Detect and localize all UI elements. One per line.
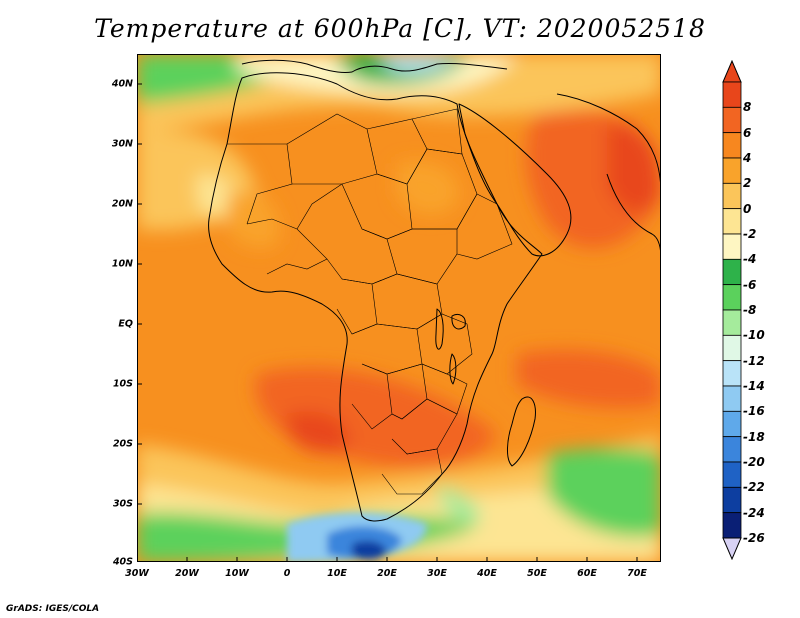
map-plot bbox=[137, 54, 661, 562]
field-indian-ocean-hot bbox=[517, 350, 661, 408]
lat-label-40s: 40S bbox=[112, 556, 133, 568]
colorbar-label: -8 bbox=[743, 303, 757, 317]
lon-label-30w: 30W bbox=[125, 568, 149, 579]
colorbar-label: -16 bbox=[743, 404, 765, 419]
colorbar-label: 8 bbox=[743, 100, 752, 115]
colorbar-bottom-arrow bbox=[722, 537, 742, 560]
colorbar-segments bbox=[722, 60, 742, 560]
lat-label-30n: 30N bbox=[111, 138, 133, 150]
lat-label-10s: 10S bbox=[112, 378, 133, 390]
colorbar-segment bbox=[722, 385, 742, 412]
field-india-hot bbox=[607, 124, 661, 213]
colorbar-segment bbox=[722, 360, 742, 387]
lake-victoria bbox=[451, 313, 466, 330]
colorbar bbox=[722, 60, 742, 560]
colorbar-segment bbox=[722, 81, 742, 108]
colorbar-label: -10 bbox=[743, 328, 765, 343]
africa-coast bbox=[208, 72, 543, 522]
colorbar-segment bbox=[722, 284, 742, 311]
map-frame bbox=[137, 54, 661, 562]
temperature-map bbox=[137, 54, 661, 562]
colorbar-label: -6 bbox=[743, 277, 757, 292]
colorbar-segment bbox=[722, 233, 742, 260]
madagascar-coast bbox=[507, 396, 536, 467]
colorbar-segment bbox=[722, 132, 742, 159]
lat-label-40n: 40N bbox=[111, 78, 133, 90]
coastlines bbox=[208, 59, 661, 522]
colorbar-label: -24 bbox=[743, 505, 765, 520]
colorbar-label: -18 bbox=[743, 429, 765, 444]
colorbar-segment bbox=[722, 486, 742, 514]
field-angola-hot bbox=[287, 411, 349, 453]
lon-label-60e: 60E bbox=[577, 568, 597, 579]
footer-credit: GrADS: IGES/COLA bbox=[6, 604, 100, 614]
colorbar-label: -4 bbox=[743, 252, 757, 267]
borders bbox=[227, 108, 513, 495]
colorbar-label: -14 bbox=[743, 379, 765, 393]
field-agulhas-cool bbox=[437, 484, 480, 524]
colorbar-label: -12 bbox=[743, 353, 765, 368]
colorbar-segment bbox=[722, 106, 742, 134]
europe-coast bbox=[241, 59, 508, 73]
lon-label-10e: 10E bbox=[327, 568, 347, 579]
colorbar-segment bbox=[722, 182, 742, 210]
field-sahel-warm bbox=[227, 192, 280, 248]
lon-label-20e: 20E bbox=[377, 568, 397, 579]
lon-label-20w: 20W bbox=[175, 568, 199, 579]
field-mediterranean-coldest bbox=[377, 54, 457, 72]
lat-label-10n: 10N bbox=[111, 258, 133, 270]
lat-label-30s: 30S bbox=[112, 498, 133, 510]
lon-label-70e: 70E bbox=[627, 568, 647, 579]
lon-label-40e: 40E bbox=[477, 568, 497, 579]
colorbar-label: 0 bbox=[743, 201, 752, 216]
iran-coast bbox=[556, 93, 661, 195]
colorbar-segment bbox=[722, 309, 742, 336]
colorbar-label: 2 bbox=[743, 176, 752, 191]
field-cold-center bbox=[352, 540, 387, 560]
colorbar-label: -2 bbox=[743, 227, 757, 241]
colorbar-segment bbox=[722, 258, 742, 286]
lat-label-20s: 20S bbox=[112, 438, 133, 450]
colorbar-label: -22 bbox=[743, 480, 765, 495]
lon-label-50e: 50E bbox=[527, 568, 547, 579]
lon-label-10w: 10W bbox=[225, 568, 249, 579]
colorbar-segment bbox=[722, 334, 742, 362]
colorbar-segment bbox=[722, 410, 742, 438]
lat-label-20n: 20N bbox=[111, 198, 133, 210]
map-title: Temperature at 600hPa [C], VT: 202005251… bbox=[94, 14, 706, 43]
field-indian-ocean-cool bbox=[547, 448, 661, 537]
lake-malawi bbox=[449, 353, 457, 385]
colorbar-label: 4 bbox=[743, 151, 752, 165]
lon-label-30e: 30E bbox=[427, 568, 447, 579]
colorbar-segment bbox=[722, 157, 742, 184]
colorbar-segment bbox=[722, 436, 742, 463]
tick-marks bbox=[137, 83, 638, 562]
colorbar-segment bbox=[722, 512, 742, 539]
colorbar-label: -20 bbox=[743, 455, 765, 469]
colorbar-label: 6 bbox=[743, 125, 752, 140]
colorbar-top-arrow bbox=[722, 60, 742, 83]
colorbar-label: -26 bbox=[743, 531, 765, 545]
colorbar-segment bbox=[722, 461, 742, 488]
colorbar-segment bbox=[722, 208, 742, 235]
lon-label-0: 0 bbox=[283, 568, 291, 579]
arabia-coast bbox=[458, 103, 572, 257]
lat-label-eq: EQ bbox=[118, 318, 133, 330]
